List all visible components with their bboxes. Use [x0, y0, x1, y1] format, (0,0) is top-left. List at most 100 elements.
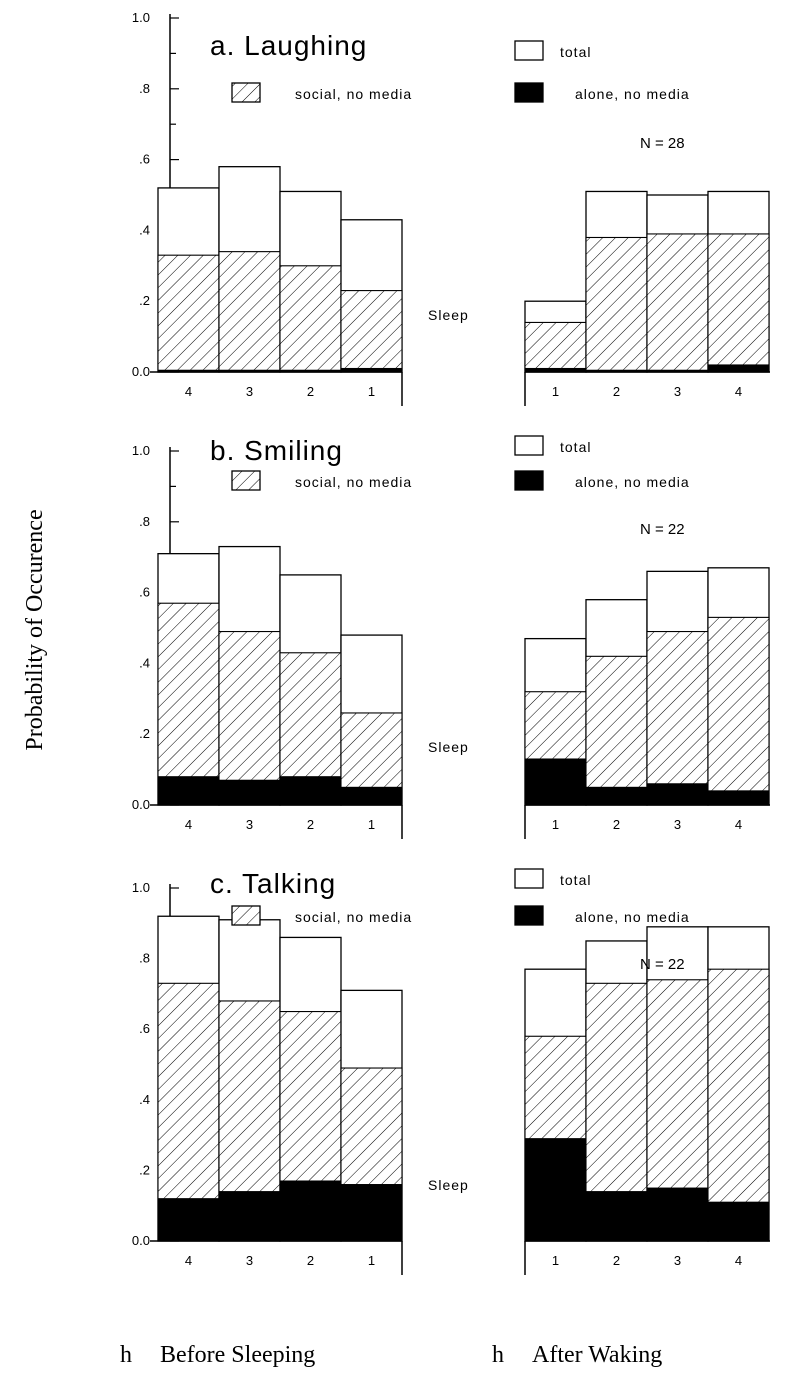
- y-tick-label: 0.0: [132, 1233, 150, 1248]
- x-tick-label: 1: [368, 384, 375, 399]
- bar-social: [585, 236, 648, 373]
- bar-alone: [524, 758, 587, 806]
- n-label: N = 28: [640, 135, 685, 152]
- bar-alone: [707, 1201, 770, 1242]
- panel-title: b. Smiling: [210, 435, 343, 466]
- y-tick-label: 1.0: [132, 10, 150, 25]
- bar-alone: [157, 1198, 220, 1242]
- panel-2: 0.0 .2 .4 .6 .8 1.0 4 3 2 1 1 2 3 4 Sleep b. Smiling tot…: [132, 435, 770, 839]
- bar-alone: [707, 364, 770, 373]
- before-bar-1: [340, 634, 403, 806]
- bar-alone: [646, 783, 709, 806]
- x-tick-label: 4: [185, 384, 192, 399]
- x-tick-label: 4: [185, 1253, 192, 1268]
- x-label-after-waking: After Waking: [532, 1342, 662, 1368]
- bar-social: [218, 630, 281, 806]
- after-bar-3: [646, 570, 709, 806]
- before-bar-2: [279, 936, 342, 1242]
- panel-title: a. Laughing: [210, 30, 367, 61]
- bar-alone: [646, 369, 709, 373]
- bar-social: [157, 982, 220, 1242]
- x-label-before-sleeping: Before Sleeping: [160, 1342, 315, 1368]
- y-tick-label: .4: [139, 1092, 150, 1107]
- bar-social: [707, 616, 770, 806]
- x-tick-label: 1: [368, 817, 375, 832]
- y-tick-label: 1.0: [132, 443, 150, 458]
- before-bar-4: [157, 187, 220, 373]
- bar-alone: [646, 1187, 709, 1242]
- x-tick-label: 4: [185, 817, 192, 832]
- legend-label-social: social, no media: [295, 474, 412, 490]
- before-bar-3: [218, 545, 281, 806]
- bar-alone: [524, 367, 587, 373]
- before-bar-3: [218, 919, 281, 1242]
- x-tick-label: 3: [246, 817, 253, 832]
- bar-social: [218, 251, 281, 373]
- n-label: N = 22: [640, 521, 685, 538]
- bar-social: [279, 265, 342, 373]
- y-tick-label: 0.0: [132, 364, 150, 379]
- before-marker: h: [120, 1342, 132, 1368]
- sleep-label: Sleep: [428, 739, 469, 755]
- chart-panels: 0.0 .2 .4 .6 .8 1.0 4 3 2 1 1 2 3 4 Sleep a. Laughing to…: [132, 10, 770, 1275]
- legend-swatch-total: [514, 40, 544, 61]
- before-bar-1: [340, 219, 403, 373]
- x-tick-label: 3: [674, 817, 681, 832]
- bar-alone: [585, 1191, 648, 1242]
- y-tick-label: .2: [139, 726, 150, 741]
- legend-swatch-alone: [514, 905, 544, 926]
- bar-alone: [340, 786, 403, 806]
- bar-alone: [340, 1184, 403, 1242]
- x-tick-label: 2: [307, 817, 314, 832]
- bar-social: [340, 290, 403, 373]
- n-label: N = 22: [640, 956, 685, 973]
- legend-swatch-total: [514, 435, 544, 456]
- after-bar-3: [646, 926, 709, 1242]
- legend-swatch-social: [231, 905, 261, 926]
- bar-social: [524, 321, 587, 373]
- legend-swatch-total: [514, 868, 544, 889]
- before-bar-4: [157, 915, 220, 1242]
- y-tick-label: .2: [139, 1162, 150, 1177]
- after-marker: h: [492, 1342, 504, 1368]
- legend-label-alone: alone, no media: [575, 86, 690, 102]
- x-tick-label: 2: [307, 384, 314, 399]
- sleep-label: Sleep: [428, 307, 469, 323]
- bar-social: [646, 233, 709, 373]
- x-tick-label: 4: [735, 1253, 742, 1268]
- bar-alone: [585, 369, 648, 373]
- y-tick-label: .6: [139, 585, 150, 600]
- before-bar-2: [279, 574, 342, 806]
- legend-label-total: total: [560, 439, 591, 455]
- x-tick-label: 4: [735, 817, 742, 832]
- after-bar-2: [585, 599, 648, 806]
- x-tick-label: 3: [246, 1253, 253, 1268]
- y-tick-label: .8: [139, 81, 150, 96]
- bar-social: [585, 655, 648, 806]
- before-bar-3: [218, 166, 281, 373]
- before-bar-1: [340, 989, 403, 1242]
- y-tick-label: 1.0: [132, 880, 150, 895]
- bar-alone: [585, 786, 648, 806]
- legend-label-alone: alone, no media: [575, 474, 690, 490]
- bar-social: [157, 602, 220, 806]
- x-tick-label: 2: [307, 1253, 314, 1268]
- sleep-label: Sleep: [428, 1177, 469, 1193]
- x-axis-labels: h Before Sleeping h After Waking: [120, 1342, 662, 1368]
- bar-alone: [340, 367, 403, 373]
- x-tick-label: 4: [735, 384, 742, 399]
- bar-alone: [524, 1138, 587, 1242]
- after-bar-3: [646, 194, 709, 373]
- bar-social: [707, 968, 770, 1242]
- y-tick-label: .6: [139, 1021, 150, 1036]
- y-tick-label: .8: [139, 951, 150, 966]
- x-tick-label: 2: [613, 817, 620, 832]
- y-axis-label: Probability of Occurence: [22, 509, 48, 750]
- x-tick-label: 3: [674, 384, 681, 399]
- bar-alone: [218, 1191, 281, 1242]
- y-tick-label: 0.0: [132, 797, 150, 812]
- bar-alone: [279, 1180, 342, 1242]
- legend-label-total: total: [560, 872, 591, 888]
- y-tick-label: .4: [139, 655, 150, 670]
- x-tick-label: 2: [613, 1253, 620, 1268]
